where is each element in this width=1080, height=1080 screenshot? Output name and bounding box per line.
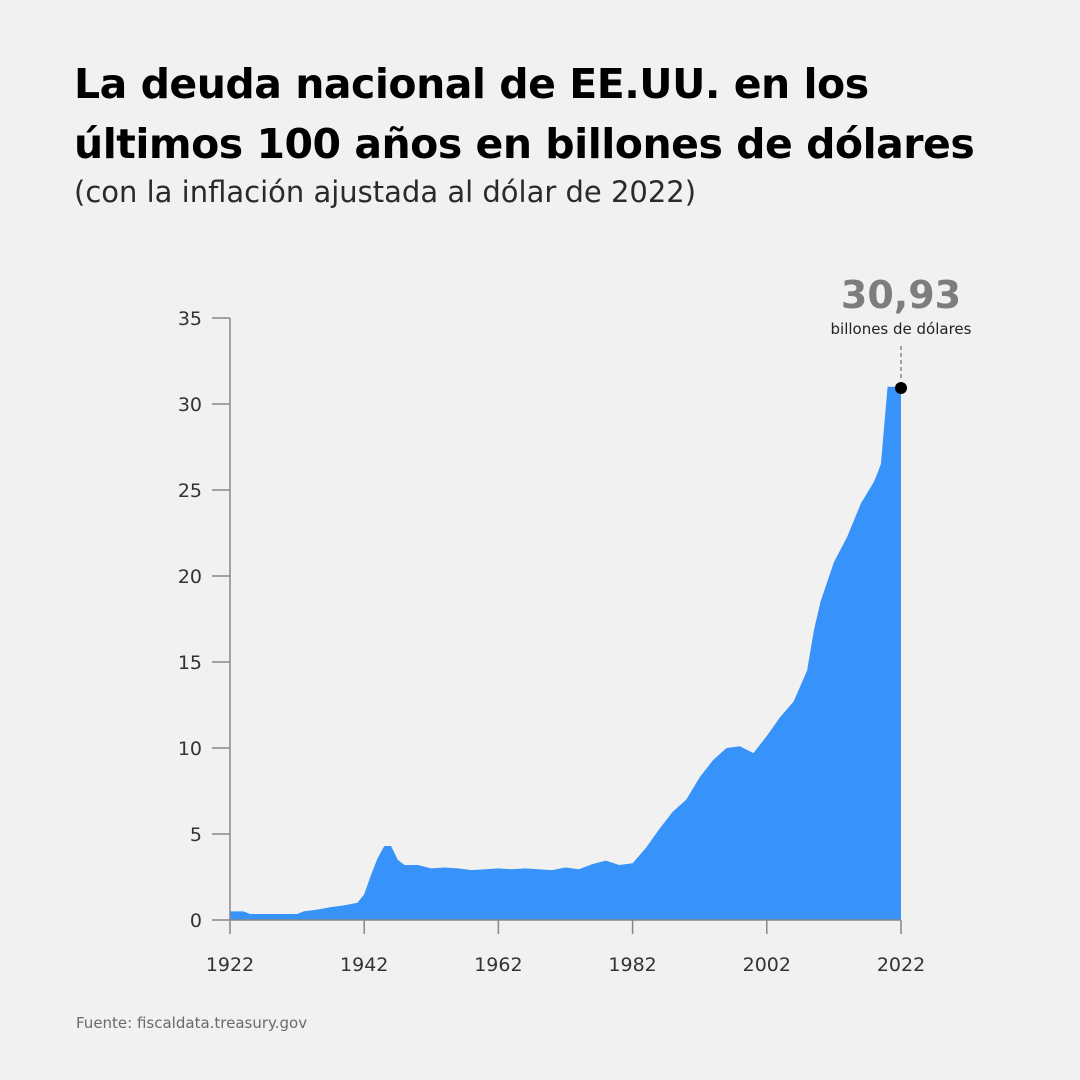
x-tick-label-2002: 2002 [743, 954, 791, 976]
x-tick-label-1982: 1982 [608, 954, 656, 976]
chart-subtitle: (con la inflación ajustada al dólar de 2… [74, 175, 697, 209]
x-tick-label-2022: 2022 [877, 954, 925, 976]
x-tick-label-1942: 1942 [340, 954, 388, 976]
y-tick-label-0: 0 [190, 910, 202, 932]
source-note: Fuente: fiscaldata.treasury.gov [76, 1014, 308, 1032]
annotation-unit: billones de dólares [831, 320, 972, 338]
y-tick-label-15: 15 [178, 652, 202, 674]
chart-annotation-layer: 30,93 billones de dólares [831, 273, 972, 395]
y-tick-label-5: 5 [190, 824, 202, 846]
y-tick-label-25: 25 [178, 480, 202, 502]
y-tick-label-35: 35 [178, 308, 202, 330]
annotation-value: 30,93 [841, 273, 961, 317]
chart-axes-layer: 0 5 10 15 20 25 30 35 1922 1942 1962 1982 2002 2022 [178, 308, 925, 976]
debt-area-series [230, 386, 901, 920]
chart-area-layer [230, 386, 901, 920]
x-tick-label-1922: 1922 [206, 954, 254, 976]
x-tick-label-1962: 1962 [474, 954, 522, 976]
end-point-marker [895, 382, 907, 395]
y-tick-label-20: 20 [178, 566, 202, 588]
y-tick-label-30: 30 [178, 394, 202, 416]
chart-title: La deuda nacional de EE.UU. en los últim… [74, 60, 975, 168]
y-tick-label-10: 10 [178, 738, 202, 760]
